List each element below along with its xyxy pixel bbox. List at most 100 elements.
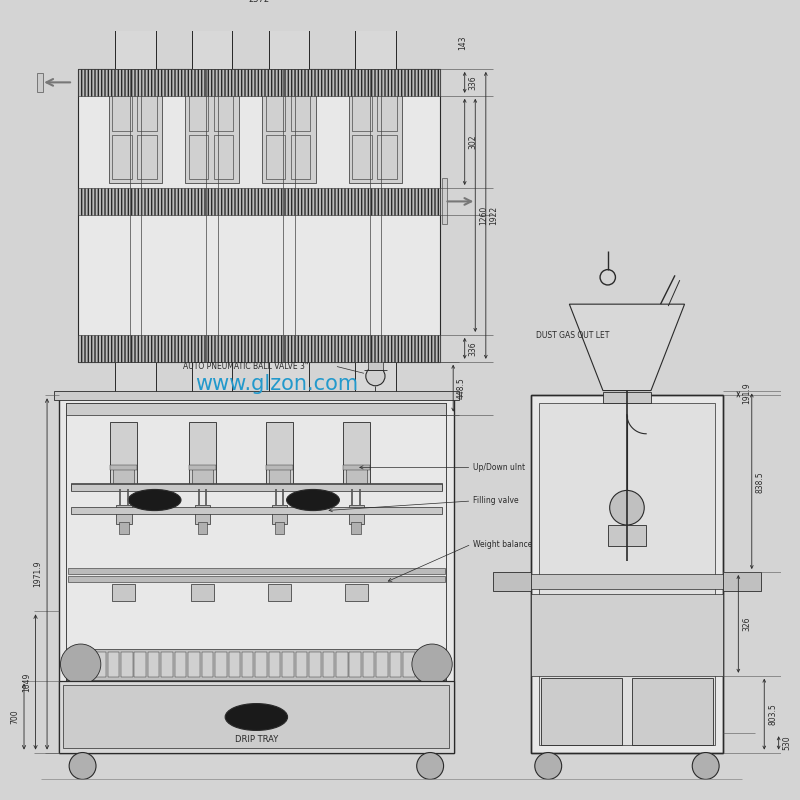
Bar <box>350 652 361 677</box>
Bar <box>266 135 285 179</box>
Bar <box>390 652 402 677</box>
Bar <box>112 87 131 131</box>
Bar <box>282 652 294 677</box>
Bar <box>110 422 138 490</box>
Text: 530: 530 <box>782 736 791 750</box>
Bar <box>255 652 267 677</box>
Bar <box>242 652 254 677</box>
Bar <box>214 135 234 179</box>
Bar <box>336 652 347 677</box>
Bar <box>309 652 321 677</box>
Bar <box>67 652 78 677</box>
Bar <box>121 652 133 677</box>
Text: 2572: 2572 <box>248 0 270 4</box>
Bar <box>296 652 307 677</box>
Bar <box>273 403 306 413</box>
Bar <box>192 466 213 485</box>
Bar <box>378 87 397 131</box>
Bar <box>376 652 388 677</box>
Bar <box>269 362 309 414</box>
Bar <box>269 466 290 485</box>
Bar <box>174 652 186 677</box>
Bar <box>342 422 370 490</box>
Bar <box>195 505 210 524</box>
Bar <box>291 87 310 131</box>
Bar <box>148 652 159 677</box>
Text: 1049: 1049 <box>22 673 30 692</box>
Bar <box>38 73 43 92</box>
Bar <box>322 652 334 677</box>
Text: DUST GAS OUT LET: DUST GAS OUT LET <box>536 331 609 340</box>
Bar <box>291 135 310 179</box>
Bar <box>262 82 316 183</box>
Bar <box>107 652 119 677</box>
Bar <box>349 82 402 183</box>
Bar <box>63 686 450 748</box>
Bar <box>68 568 445 574</box>
Bar <box>116 505 131 524</box>
Bar <box>109 82 162 183</box>
Bar <box>114 466 134 485</box>
Text: DRIP TRAY: DRIP TRAY <box>234 734 278 743</box>
Bar <box>269 16 309 69</box>
Bar <box>355 16 395 69</box>
Bar <box>229 652 240 677</box>
Bar <box>192 362 232 414</box>
Text: www.glzon.com: www.glzon.com <box>195 374 358 394</box>
Bar <box>162 652 173 677</box>
Bar <box>359 18 392 28</box>
Bar <box>352 87 371 131</box>
Text: 191.9: 191.9 <box>742 382 751 404</box>
Text: 1922: 1922 <box>490 206 498 226</box>
Text: 326: 326 <box>742 617 751 631</box>
Bar <box>78 69 440 96</box>
Bar <box>531 395 723 753</box>
Text: Weight balance: Weight balance <box>474 540 533 549</box>
Text: 336: 336 <box>469 75 478 90</box>
Circle shape <box>61 644 101 684</box>
Bar <box>349 505 364 524</box>
Bar <box>202 652 213 677</box>
Bar <box>138 135 157 179</box>
Bar <box>272 505 287 524</box>
Bar <box>531 395 723 753</box>
Bar <box>269 16 309 69</box>
Bar <box>266 422 293 490</box>
Bar <box>119 522 129 534</box>
Bar <box>119 18 152 28</box>
Bar <box>54 390 459 400</box>
Bar <box>196 403 229 413</box>
Bar <box>345 583 368 601</box>
Bar <box>403 652 414 677</box>
Circle shape <box>534 753 562 779</box>
Bar <box>368 359 383 370</box>
Bar <box>68 576 445 582</box>
Bar <box>58 681 454 753</box>
Bar <box>352 135 371 179</box>
Bar <box>58 681 454 753</box>
Bar <box>134 652 146 677</box>
Circle shape <box>692 753 719 779</box>
Circle shape <box>417 753 443 779</box>
Bar <box>66 403 446 414</box>
Text: Filling valve: Filling valve <box>474 497 519 506</box>
Bar <box>110 466 138 470</box>
Bar <box>363 652 374 677</box>
Bar <box>378 135 397 179</box>
Bar <box>268 583 291 601</box>
Bar <box>531 574 723 590</box>
Text: 838.5: 838.5 <box>756 471 765 493</box>
Bar <box>198 522 207 534</box>
Bar <box>266 466 293 470</box>
Bar <box>78 69 440 362</box>
Bar <box>266 87 285 131</box>
Bar <box>115 362 155 414</box>
Bar <box>112 135 131 179</box>
Bar <box>215 652 226 677</box>
Bar <box>186 82 239 183</box>
Bar <box>138 87 157 131</box>
Bar <box>71 482 442 490</box>
Text: AUTO PNEUMATIC BALL VALVE 3": AUTO PNEUMATIC BALL VALVE 3" <box>183 362 309 371</box>
Bar <box>342 466 370 470</box>
Bar <box>94 652 106 677</box>
